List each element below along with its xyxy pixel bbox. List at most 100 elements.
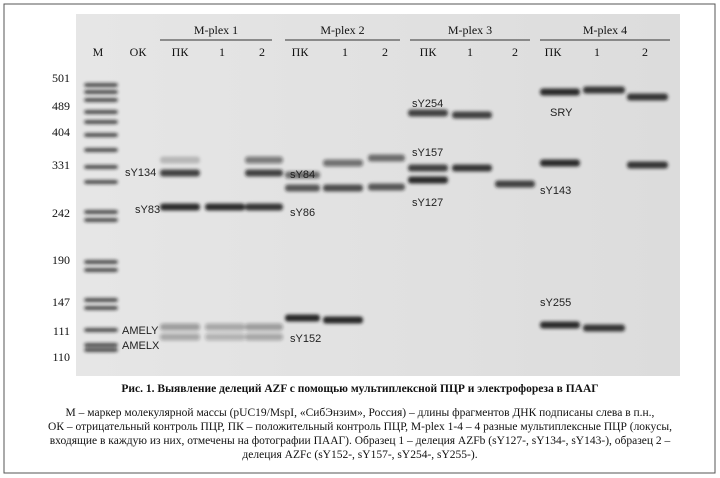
- group-label: M-plex 1: [194, 23, 238, 37]
- bands: [84, 83, 668, 352]
- band: [205, 203, 245, 211]
- band-label: sY86: [290, 207, 315, 219]
- band: [323, 184, 363, 192]
- lane-label: М: [93, 45, 104, 59]
- lane-label: ОК: [130, 45, 148, 59]
- band: [323, 159, 363, 167]
- lane-label: 1: [467, 45, 473, 59]
- band: [495, 180, 535, 188]
- ladder-label: 111: [53, 324, 70, 338]
- band-label: sY152: [290, 333, 321, 345]
- band: [84, 90, 118, 94]
- band-label: sY157: [412, 147, 443, 159]
- lane-label: 1: [594, 45, 600, 59]
- band: [84, 306, 118, 310]
- ladder-label: 331: [52, 158, 70, 172]
- band-label: sY134: [125, 167, 156, 179]
- caption-line: М – маркер молекулярной массы (pUC19/Msp…: [66, 407, 655, 419]
- band-label: SRY: [550, 107, 573, 119]
- band: [245, 323, 283, 331]
- band: [408, 176, 448, 184]
- band: [84, 148, 118, 152]
- ladder-label: 147: [52, 295, 70, 309]
- band: [540, 321, 580, 329]
- band: [408, 109, 448, 117]
- band: [408, 164, 448, 172]
- band: [84, 298, 118, 302]
- lane-label: ПК: [420, 45, 438, 59]
- band: [84, 260, 118, 264]
- ladder-label: 404: [52, 125, 70, 139]
- band: [245, 156, 283, 164]
- caption-title: Рис. 1. Выявление делеций AZF с помощью …: [121, 383, 598, 395]
- band: [583, 324, 625, 332]
- band: [84, 210, 118, 214]
- band: [84, 328, 118, 332]
- lane-label: 2: [642, 45, 648, 59]
- ladder-label: 242: [52, 206, 70, 220]
- band: [160, 333, 200, 341]
- band: [84, 218, 118, 222]
- band: [452, 111, 492, 119]
- band-label: AMELY: [122, 325, 159, 337]
- band: [245, 333, 283, 341]
- band: [160, 323, 200, 331]
- band: [84, 180, 118, 184]
- band: [160, 156, 200, 164]
- band: [583, 86, 625, 94]
- band: [84, 165, 118, 169]
- band: [540, 88, 580, 96]
- band: [84, 98, 118, 102]
- band: [368, 183, 405, 191]
- band: [627, 161, 668, 169]
- band: [160, 203, 200, 211]
- band: [452, 164, 492, 172]
- band: [205, 323, 245, 331]
- band-label: AMELX: [122, 340, 160, 352]
- band: [84, 120, 118, 124]
- band: [627, 93, 668, 101]
- ladder-label: 489: [52, 99, 70, 113]
- ladder-label: 501: [52, 71, 70, 85]
- band-label: sY127: [412, 197, 443, 209]
- lane-label: 2: [512, 45, 518, 59]
- lane-label: 2: [259, 45, 265, 59]
- band-label: sY143: [540, 185, 571, 197]
- band-label: sY255: [540, 297, 571, 309]
- band: [84, 348, 118, 352]
- lane-label: ПК: [545, 45, 563, 59]
- ladder-label: 190: [52, 253, 70, 267]
- lane-label: 1: [219, 45, 225, 59]
- group-label: M-plex 2: [320, 23, 364, 37]
- band-label: sY254: [412, 98, 443, 110]
- group-label: M-plex 4: [583, 23, 627, 37]
- ladder-label: 110: [52, 350, 70, 364]
- band: [285, 184, 320, 192]
- caption-line: делеция AZFc (sY152-, sY157-, sY254-, sY…: [242, 449, 477, 461]
- band: [323, 316, 363, 324]
- band: [84, 110, 118, 114]
- band: [245, 203, 283, 211]
- band: [245, 169, 283, 177]
- band: [84, 343, 118, 347]
- band: [285, 314, 320, 322]
- gel: [76, 14, 680, 376]
- band: [84, 83, 118, 87]
- lane-label: 2: [382, 45, 388, 59]
- lane-label: ПК: [172, 45, 190, 59]
- band: [540, 159, 580, 167]
- band: [368, 154, 405, 162]
- frame: [3, 3, 716, 474]
- band: [160, 169, 200, 177]
- caption-line: входящие в каждую из них, отмечены на фо…: [50, 435, 671, 447]
- caption-line: ОК – отрицательный контроль ПЦР, ПК – по…: [48, 421, 672, 433]
- band-label: sY83: [135, 204, 160, 216]
- band: [84, 133, 118, 137]
- lane-label: 1: [342, 45, 348, 59]
- lane-label: ПК: [292, 45, 310, 59]
- band: [84, 268, 118, 272]
- band: [205, 333, 245, 341]
- group-label: M-plex 3: [448, 23, 492, 37]
